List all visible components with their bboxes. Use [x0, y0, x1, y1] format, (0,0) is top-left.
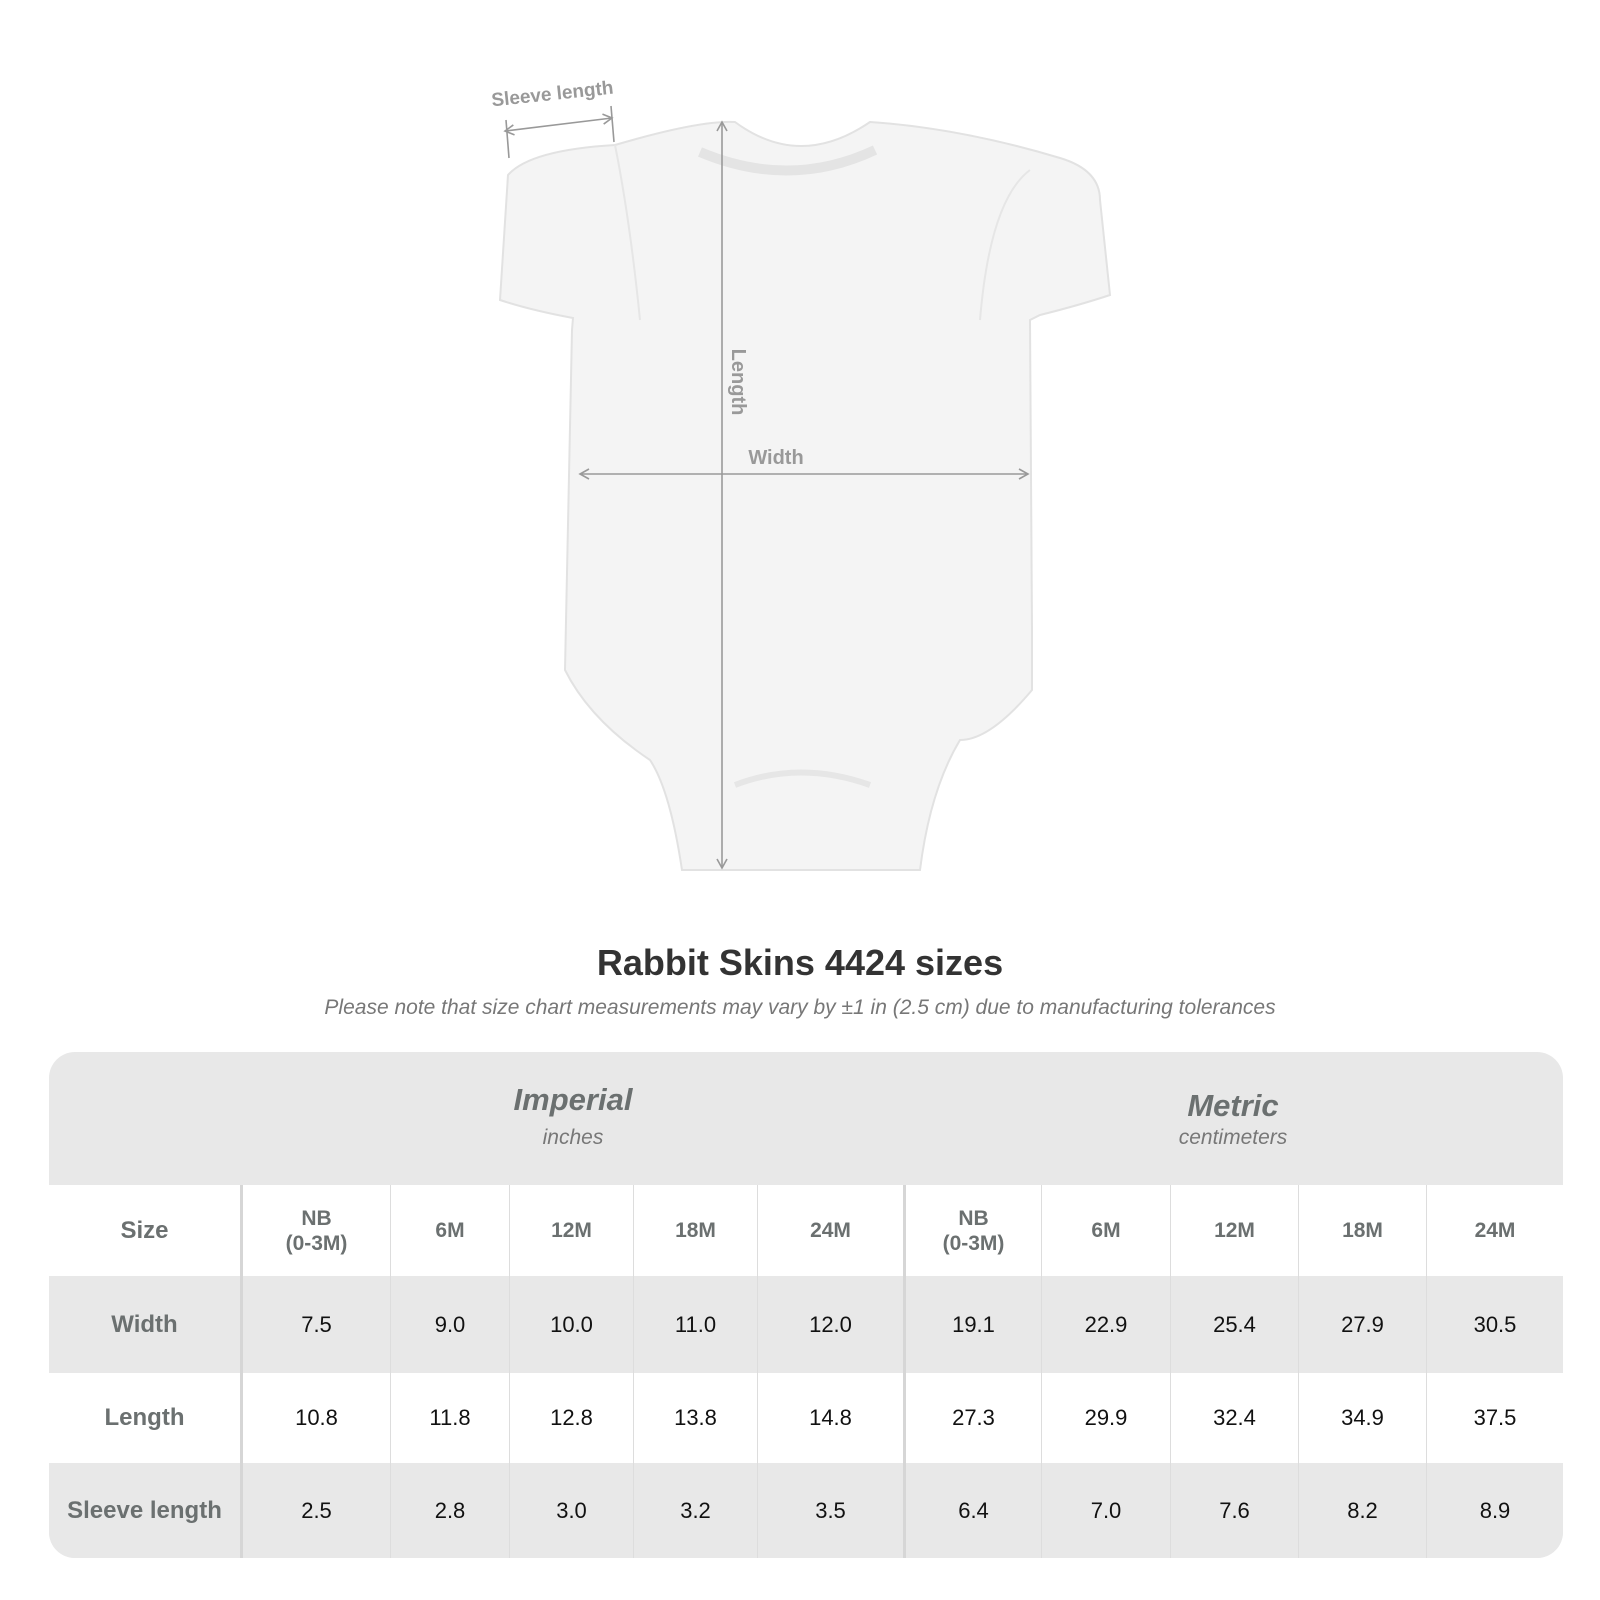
value-cell: 7.0: [1041, 1463, 1170, 1558]
table-row: Length 10.8 11.8 12.8 13.8 14.8 27.3 29.9 32.4 34…: [49, 1373, 1563, 1463]
row-label: Length: [49, 1373, 243, 1463]
row-label: Size: [49, 1185, 243, 1276]
group-name: Imperial: [513, 1082, 633, 1117]
sleeve-length-arrow: [503, 113, 614, 136]
onesie-body: [498, 120, 1112, 871]
sleeve-length-label: Sleeve length: [490, 78, 614, 112]
value-cell: 7.5: [301, 1311, 332, 1337]
onesie-measurement-diagram: Sleeve length Length Width: [490, 78, 1112, 871]
size-header-cell: NB (0-3M): [285, 1206, 348, 1255]
size-header-cell: 6M: [1041, 1185, 1170, 1276]
size-header-cell: 24M: [1426, 1185, 1563, 1276]
imperial-group-header: Imperial inches: [243, 1052, 903, 1185]
value-cell: 10.0: [509, 1276, 633, 1373]
value-cell: 19.1: [903, 1276, 1041, 1373]
value-cell: 11.0: [633, 1276, 757, 1373]
size-header-cell: 12M: [509, 1185, 633, 1276]
table-row: Sleeve length 2.5 2.8 3.0 3.2 3.5 6.4 7.0 7.6 8.2…: [49, 1463, 1563, 1558]
length-label: Length: [727, 349, 749, 416]
value-cell: 2.8: [390, 1463, 509, 1558]
size-header-cell: 18M: [633, 1185, 757, 1276]
metric-group-header: Metric centimeters: [903, 1052, 1563, 1185]
value-cell: 12.0: [757, 1276, 903, 1373]
value-cell: 14.8: [757, 1373, 903, 1463]
value-cell: 37.5: [1426, 1373, 1563, 1463]
value-cell: 8.9: [1426, 1463, 1563, 1558]
value-cell: 32.4: [1170, 1373, 1298, 1463]
value-cell: 2.5: [301, 1497, 332, 1523]
page-title: Rabbit Skins 4424 sizes: [596, 942, 1004, 983]
value-cell: 3.0: [509, 1463, 633, 1558]
size-header-cell: NB (0-3M): [903, 1185, 1041, 1276]
row-label: Sleeve length: [49, 1463, 243, 1558]
value-cell: 13.8: [633, 1373, 757, 1463]
value-cell: 3.2: [633, 1463, 757, 1558]
group-unit: centimeters: [1178, 1126, 1288, 1149]
size-header-cell: 12M: [1170, 1185, 1298, 1276]
width-label: Width: [748, 447, 803, 469]
value-cell: 25.4: [1170, 1276, 1298, 1373]
value-cell: 7.6: [1170, 1463, 1298, 1558]
size-header-row: Size NB (0-3M) 6M 12M 18M 24M NB (0-3M) 6M 12M 18…: [49, 1185, 1563, 1276]
value-cell: 22.9: [1041, 1276, 1170, 1373]
value-cell: 9.0: [390, 1276, 509, 1373]
size-header-cell: 18M: [1298, 1185, 1426, 1276]
group-unit: inches: [542, 1126, 604, 1149]
group-name: Metric: [1187, 1088, 1279, 1123]
value-cell: 12.8: [509, 1373, 633, 1463]
value-cell: 29.9: [1041, 1373, 1170, 1463]
tolerance-note: Please note that size chart measurements…: [324, 996, 1276, 1019]
value-cell: 27.9: [1298, 1276, 1426, 1373]
value-cell: 3.5: [757, 1463, 903, 1558]
table-row: Width 7.5 9.0 10.0 11.0 12.0 19.1 22.9 25.4 27.9 3…: [49, 1276, 1563, 1373]
size-header-cell: 24M: [757, 1185, 903, 1276]
value-cell: 6.4: [903, 1463, 1041, 1558]
value-cell: 27.3: [903, 1373, 1041, 1463]
size-table: Imperial inches Metric centimeters Size N…: [49, 1052, 1563, 1558]
value-cell: 8.2: [1298, 1463, 1426, 1558]
value-cell: 11.8: [390, 1373, 509, 1463]
row-label: Width: [49, 1276, 243, 1373]
value-cell: 10.8: [295, 1405, 338, 1430]
value-cell: 34.9: [1298, 1373, 1426, 1463]
value-cell: 30.5: [1426, 1276, 1563, 1373]
size-header-cell: 6M: [390, 1185, 509, 1276]
